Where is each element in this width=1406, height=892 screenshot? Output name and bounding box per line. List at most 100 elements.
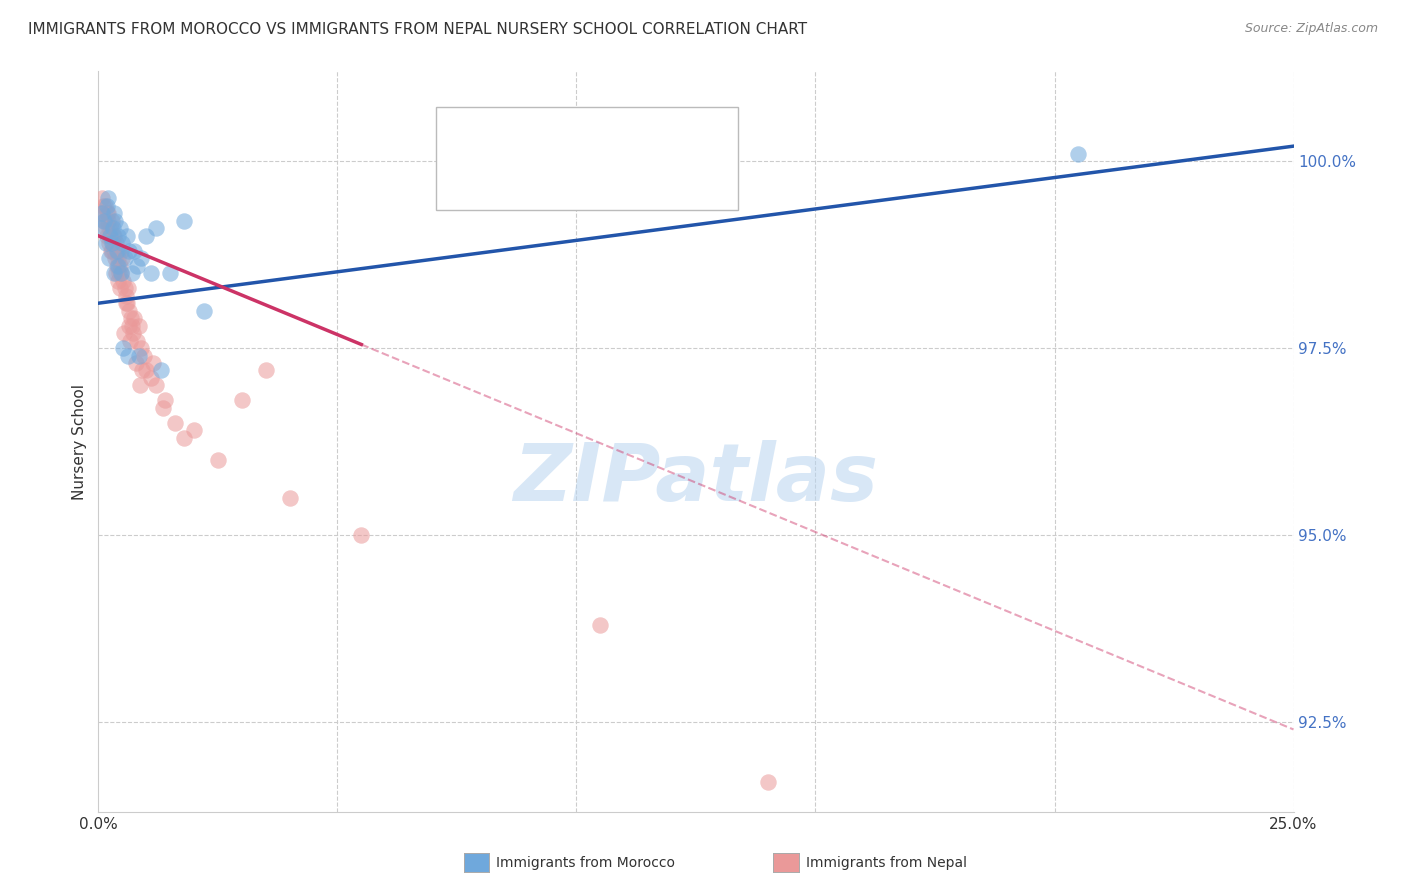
Point <box>96 206 118 220</box>
Point <box>128 318 150 333</box>
Point <box>94 221 117 235</box>
Point <box>103 244 125 258</box>
Point <box>98 221 121 235</box>
Point <box>97 252 120 266</box>
Point <box>1067 146 1090 161</box>
Point <box>115 296 138 310</box>
Point <box>110 266 132 280</box>
Point <box>125 259 148 273</box>
Text: N = 72: N = 72 <box>647 169 709 187</box>
Text: R =  0.466: R = 0.466 <box>488 128 585 145</box>
Point <box>98 228 122 243</box>
Point <box>90 206 112 220</box>
Point <box>149 363 172 377</box>
Point <box>117 281 139 295</box>
Point <box>124 311 146 326</box>
Point <box>125 356 148 370</box>
Point <box>132 349 155 363</box>
Point <box>105 236 128 251</box>
Point <box>173 431 195 445</box>
Point <box>94 214 117 228</box>
Point <box>114 281 136 295</box>
Point <box>121 326 143 340</box>
Point <box>115 289 138 303</box>
Point <box>112 326 135 340</box>
Point <box>108 259 131 273</box>
Point <box>121 266 143 280</box>
Text: ZIPatlas: ZIPatlas <box>513 440 879 517</box>
Text: N = 37: N = 37 <box>647 128 709 145</box>
Text: Source: ZipAtlas.com: Source: ZipAtlas.com <box>1244 22 1378 36</box>
Text: Immigrants from Morocco: Immigrants from Morocco <box>496 856 675 871</box>
Point <box>97 214 120 228</box>
Point <box>97 236 120 251</box>
Point <box>96 199 118 213</box>
Point <box>100 221 122 235</box>
Point <box>121 318 143 333</box>
Y-axis label: Nursery School: Nursery School <box>72 384 87 500</box>
Point <box>105 244 128 258</box>
Point <box>91 192 114 206</box>
Point <box>163 416 186 430</box>
Point <box>103 266 125 280</box>
Point <box>124 244 146 258</box>
Point <box>110 244 132 258</box>
Point <box>110 266 132 280</box>
Point <box>139 371 162 385</box>
Point <box>98 228 122 243</box>
Point <box>93 214 115 228</box>
Point <box>155 393 177 408</box>
Point <box>114 252 136 266</box>
Point <box>96 228 118 243</box>
Point <box>93 214 115 228</box>
Point <box>183 423 205 437</box>
Point <box>131 341 153 355</box>
Point <box>231 393 253 408</box>
Text: R = -0.265: R = -0.265 <box>488 169 585 187</box>
Point <box>107 274 129 288</box>
Point <box>114 296 136 310</box>
Point <box>101 214 124 228</box>
Point <box>118 244 141 258</box>
Point <box>173 214 195 228</box>
Point <box>135 363 157 377</box>
Point <box>115 228 138 243</box>
Point <box>193 303 215 318</box>
Point <box>112 341 135 355</box>
Point <box>108 266 131 280</box>
Point <box>145 378 167 392</box>
Point <box>107 244 129 258</box>
Point <box>589 617 612 632</box>
Point <box>108 221 131 235</box>
Point <box>254 363 277 377</box>
Point <box>129 378 152 392</box>
Point <box>111 236 134 251</box>
Point <box>105 259 128 273</box>
Point <box>278 491 301 505</box>
Point <box>139 266 162 280</box>
Point <box>107 228 129 243</box>
Point <box>125 334 148 348</box>
Point <box>104 252 127 266</box>
Point <box>145 221 167 235</box>
Point <box>90 221 112 235</box>
Point <box>101 244 124 258</box>
Point <box>101 221 124 235</box>
Point <box>207 453 229 467</box>
Point <box>350 528 373 542</box>
Point <box>142 356 165 370</box>
Point <box>104 214 127 228</box>
Point <box>100 244 122 258</box>
Point <box>104 266 127 280</box>
Point <box>756 774 779 789</box>
Point <box>103 228 125 243</box>
Point <box>152 401 174 415</box>
Point <box>117 349 139 363</box>
Point <box>131 252 153 266</box>
Point <box>159 266 181 280</box>
Point <box>107 252 129 266</box>
Point <box>97 192 120 206</box>
Point <box>91 206 114 220</box>
Point <box>128 349 150 363</box>
Point <box>120 311 142 326</box>
